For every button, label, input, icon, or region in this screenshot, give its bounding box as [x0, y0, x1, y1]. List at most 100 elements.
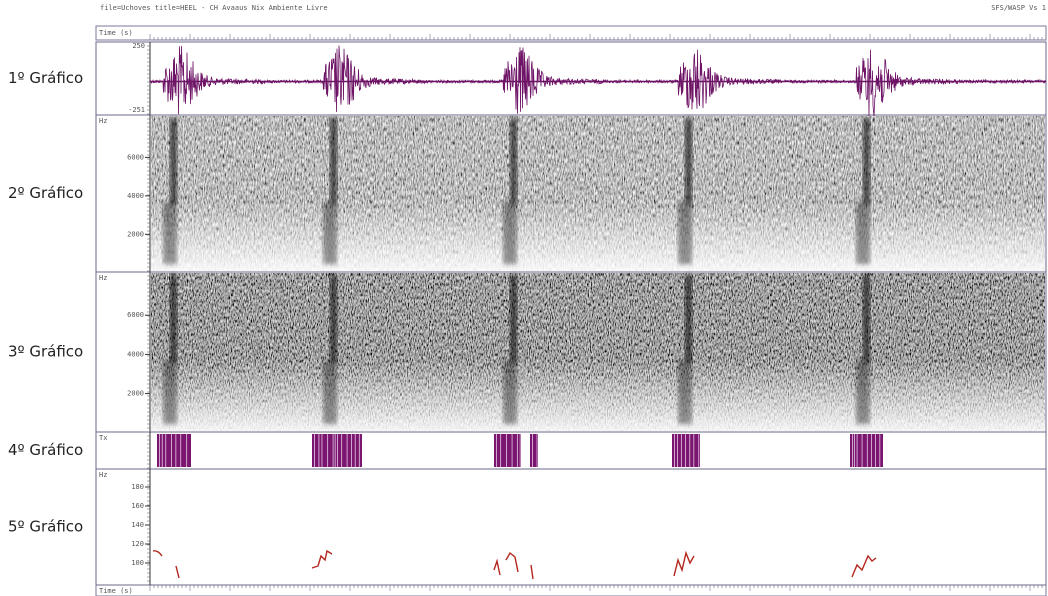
panel-frame: [96, 469, 1046, 585]
voicing-gap: [879, 434, 880, 467]
voicing-gap: [698, 434, 699, 467]
voicing-gap: [341, 434, 342, 467]
voicing-gap: [351, 434, 352, 467]
voicing-block: [494, 434, 521, 467]
panel-label: 3º Gráfico: [8, 343, 83, 361]
voicing-gap: [512, 434, 513, 467]
formant-band: [330, 275, 337, 363]
voicing-gap: [537, 434, 538, 467]
voicing-gap: [337, 434, 338, 467]
formant-band: [685, 118, 692, 204]
voicing-gap: [517, 434, 518, 467]
voicing-gap: [335, 434, 336, 467]
panel-frame: [96, 432, 1046, 469]
formant-band: [678, 201, 692, 264]
voicing-gap: [496, 434, 497, 467]
voicing-gap: [314, 434, 315, 467]
formant-band: [503, 360, 517, 424]
tick-label: 4000: [127, 350, 144, 358]
tick-label: 250: [132, 42, 145, 50]
panel-label: 2º Gráfico: [8, 184, 83, 202]
formant-band: [170, 118, 177, 204]
tick-label: 2000: [127, 390, 144, 398]
voicing-gap: [319, 434, 320, 467]
panel-frame: [96, 42, 1046, 115]
unit-label: Hz: [99, 471, 107, 479]
voicing-gap: [871, 434, 872, 467]
top-ruler-label: Time (s): [99, 29, 133, 37]
voicing-gap: [875, 434, 876, 467]
unit-label: Hz: [99, 274, 107, 282]
voicing-block: [672, 434, 700, 467]
formant-band: [856, 201, 870, 264]
voicing-gap: [685, 434, 686, 467]
spectrogram: [151, 116, 1045, 271]
voicing-gap: [355, 434, 356, 467]
voicing-gap: [677, 434, 678, 467]
formant-band: [330, 118, 337, 204]
voicing-gap: [852, 434, 853, 467]
voicing-gap: [674, 434, 675, 467]
voicing-gap: [854, 434, 855, 467]
panels: 1º Gráfico 2º Gráfico Hz 3º Gráfico Hz 4º Grá…: [8, 42, 1046, 585]
formant-band: [323, 201, 337, 264]
formant-band: [163, 201, 177, 264]
spectrogram-fade: [151, 116, 1045, 271]
panel-label: 4º Gráfico: [8, 441, 83, 459]
analysis-screen: file=Uchoves title=HEEL - CH Avaaus Nix …: [0, 0, 1048, 596]
header-title: file=Uchoves title=HEEL - CH Avaaus Nix …: [100, 4, 328, 12]
voicing-gap: [186, 434, 187, 467]
voicing-gap: [862, 434, 863, 467]
formant-band: [856, 360, 870, 424]
tick-label: 120: [131, 540, 144, 548]
formant-band: [170, 275, 177, 363]
voicing-gap: [532, 434, 533, 467]
header-version: SFS/WASP Vs 1: [991, 4, 1046, 12]
tick-label: 180: [131, 483, 144, 491]
voicing-gap: [693, 434, 694, 467]
formant-band: [323, 360, 337, 424]
panel-label: 5º Gráfico: [8, 518, 83, 536]
voicing-gap: [180, 434, 181, 467]
spectrogram-fade: [151, 273, 1045, 431]
tick-label: 140: [131, 521, 144, 529]
tick-label: 6000: [127, 311, 144, 319]
formant-band: [863, 275, 870, 363]
voicing-gap: [359, 434, 360, 467]
voicing-gap: [333, 434, 334, 467]
voicing-gap: [162, 434, 163, 467]
bottom-ruler: [96, 585, 1046, 596]
voicing-gap: [322, 434, 323, 467]
voicing-gap: [867, 434, 868, 467]
tick-label: 6000: [127, 153, 144, 161]
tick-label: 160: [131, 502, 144, 510]
spectrogram: [151, 273, 1045, 431]
tick-label: 100: [131, 559, 144, 567]
formant-band: [503, 201, 517, 264]
voicing-gap: [500, 434, 501, 467]
voicing-gap: [327, 434, 328, 467]
voicing-gap: [171, 434, 172, 467]
voicing-gap: [347, 434, 348, 467]
formant-band: [863, 118, 870, 204]
formant-band: [510, 118, 517, 204]
voicing-gap: [506, 434, 507, 467]
unit-label: Hz: [99, 117, 107, 125]
voicing-gap: [857, 434, 858, 467]
formant-band: [510, 275, 517, 363]
voicing-gap: [689, 434, 690, 467]
formant-band: [163, 360, 177, 424]
voicing-gap: [175, 434, 176, 467]
unit-label: Tx: [99, 434, 107, 442]
bottom-ruler-label: Time (s): [99, 587, 133, 595]
voicing-gap: [681, 434, 682, 467]
tick-label: 4000: [127, 192, 144, 200]
formant-band: [678, 360, 692, 424]
panel-label: 1º Gráfico: [8, 69, 83, 87]
tick-label: 2000: [127, 230, 144, 238]
voicing-gap: [165, 434, 166, 467]
tick-label: -251: [128, 106, 145, 114]
voicing-gap: [520, 434, 521, 467]
top-ruler: [96, 26, 1046, 40]
formant-band: [685, 275, 692, 363]
